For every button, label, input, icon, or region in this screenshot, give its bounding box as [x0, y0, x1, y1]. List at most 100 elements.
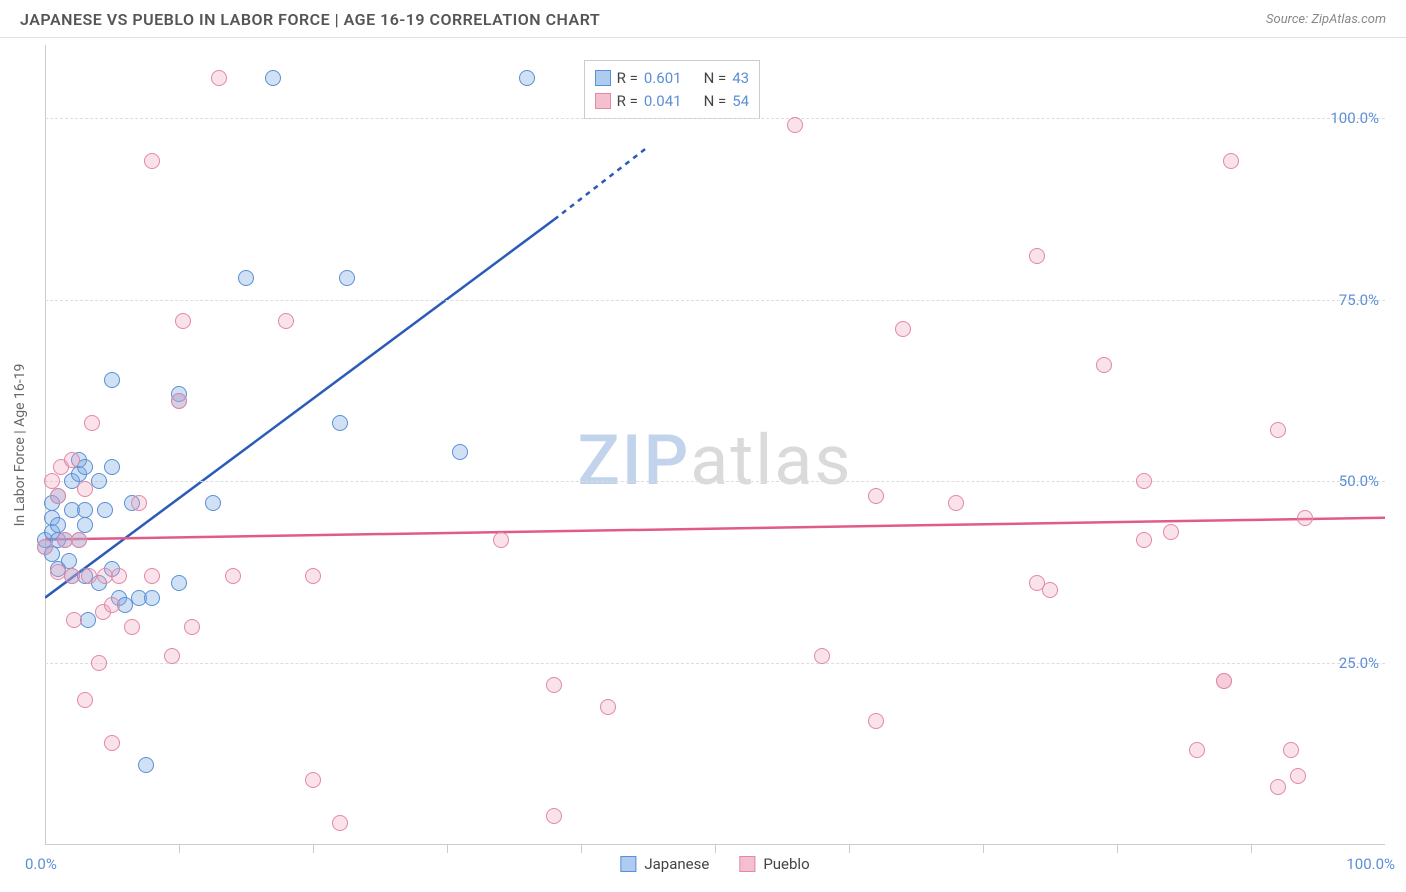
trend-line: [45, 518, 1385, 540]
data-point: [225, 568, 241, 584]
data-point: [175, 313, 191, 329]
bottom-legend: Japanese Pueblo: [620, 855, 809, 873]
data-point: [1042, 582, 1058, 598]
trend-lines-svg: [45, 45, 1385, 845]
data-point: [64, 452, 80, 468]
legend-swatch: [595, 70, 611, 86]
data-point: [111, 568, 127, 584]
legend-swatch: [595, 93, 611, 109]
data-point: [131, 495, 147, 511]
data-point: [205, 495, 221, 511]
watermark-atlas: atlas: [690, 420, 852, 502]
data-point: [171, 393, 187, 409]
x-label-min: 0.0%: [25, 855, 57, 873]
y-tick-label: 75.0%: [1339, 291, 1379, 309]
bottom-legend-item: Pueblo: [739, 855, 809, 873]
x-tick: [313, 845, 314, 853]
data-point: [305, 568, 321, 584]
x-tick: [983, 845, 984, 853]
legend-swatch: [739, 856, 755, 872]
data-point: [1189, 742, 1205, 758]
data-point: [339, 270, 355, 286]
data-point: [77, 517, 93, 533]
data-point: [452, 444, 468, 460]
data-point: [332, 815, 348, 831]
data-point: [868, 713, 884, 729]
y-axis-line: [45, 45, 46, 845]
y-tick-label: 100.0%: [1330, 109, 1379, 127]
data-point: [37, 539, 53, 555]
data-point: [64, 568, 80, 584]
data-point: [104, 372, 120, 388]
legend-r-value: 0.041: [644, 90, 682, 113]
legend-r-label: R =: [617, 67, 638, 90]
bottom-legend-label: Japanese: [644, 855, 709, 873]
gridline: [45, 481, 1385, 482]
data-point: [1163, 524, 1179, 540]
gridline: [45, 118, 1385, 119]
data-point: [104, 597, 120, 613]
legend-r-label: R =: [617, 90, 638, 113]
data-point: [104, 459, 120, 475]
data-point: [81, 568, 97, 584]
data-point: [91, 655, 107, 671]
watermark: ZIPatlas: [578, 420, 853, 502]
data-point: [814, 648, 830, 664]
gridline: [45, 663, 1385, 664]
data-point: [1136, 532, 1152, 548]
x-tick: [581, 845, 582, 853]
data-point: [1216, 673, 1232, 689]
data-point: [1029, 248, 1045, 264]
data-point: [1096, 357, 1112, 373]
data-point: [265, 70, 281, 86]
chart-container: In Labor Force | Age 16-19 ZIPatlas R = …: [45, 45, 1385, 845]
x-tick: [1251, 845, 1252, 853]
gridline: [45, 300, 1385, 301]
plot-area: In Labor Force | Age 16-19 ZIPatlas R = …: [45, 45, 1385, 845]
source-prefix: Source:: [1266, 12, 1311, 27]
data-point: [77, 692, 93, 708]
data-point: [1270, 779, 1286, 795]
x-tick: [1117, 845, 1118, 853]
data-point: [238, 270, 254, 286]
legend-n-value: 54: [732, 90, 749, 113]
legend-swatch: [620, 856, 636, 872]
chart-title: JAPANESE VS PUEBLO IN LABOR FORCE | AGE …: [20, 10, 600, 29]
x-tick: [179, 845, 180, 853]
chart-header: JAPANESE VS PUEBLO IN LABOR FORCE | AGE …: [0, 0, 1406, 38]
stats-legend-box: R = 0.601N = 43R = 0.041 N = 54: [584, 60, 760, 119]
x-label-max: 100.0%: [1346, 855, 1395, 873]
data-point: [144, 153, 160, 169]
x-tick: [447, 845, 448, 853]
data-point: [124, 619, 140, 635]
source-attribution: Source: ZipAtlas.com: [1266, 12, 1386, 27]
trend-line: [45, 220, 554, 598]
data-point: [1136, 473, 1152, 489]
stats-legend-row: R = 0.601N = 43: [595, 67, 749, 90]
data-point: [184, 619, 200, 635]
x-tick: [849, 845, 850, 853]
legend-n-label: N =: [704, 90, 727, 113]
data-point: [77, 502, 93, 518]
data-point: [97, 502, 113, 518]
data-point: [600, 699, 616, 715]
data-point: [77, 481, 93, 497]
trend-line-dashed: [554, 147, 648, 220]
data-point: [332, 415, 348, 431]
data-point: [895, 321, 911, 337]
stats-legend-row: R = 0.041 N = 54: [595, 90, 749, 113]
data-point: [278, 313, 294, 329]
legend-n-value: 43: [732, 67, 749, 90]
legend-r-value: 0.601: [644, 67, 682, 90]
data-point: [144, 568, 160, 584]
data-point: [868, 488, 884, 504]
bottom-legend-label: Pueblo: [763, 855, 809, 873]
data-point: [138, 757, 154, 773]
data-point: [493, 532, 509, 548]
bottom-legend-item: Japanese: [620, 855, 709, 873]
watermark-zip: ZIP: [578, 420, 691, 502]
data-point: [1283, 742, 1299, 758]
data-point: [546, 808, 562, 824]
source-name: ZipAtlas.com: [1311, 12, 1386, 27]
y-tick-label: 50.0%: [1339, 472, 1379, 490]
